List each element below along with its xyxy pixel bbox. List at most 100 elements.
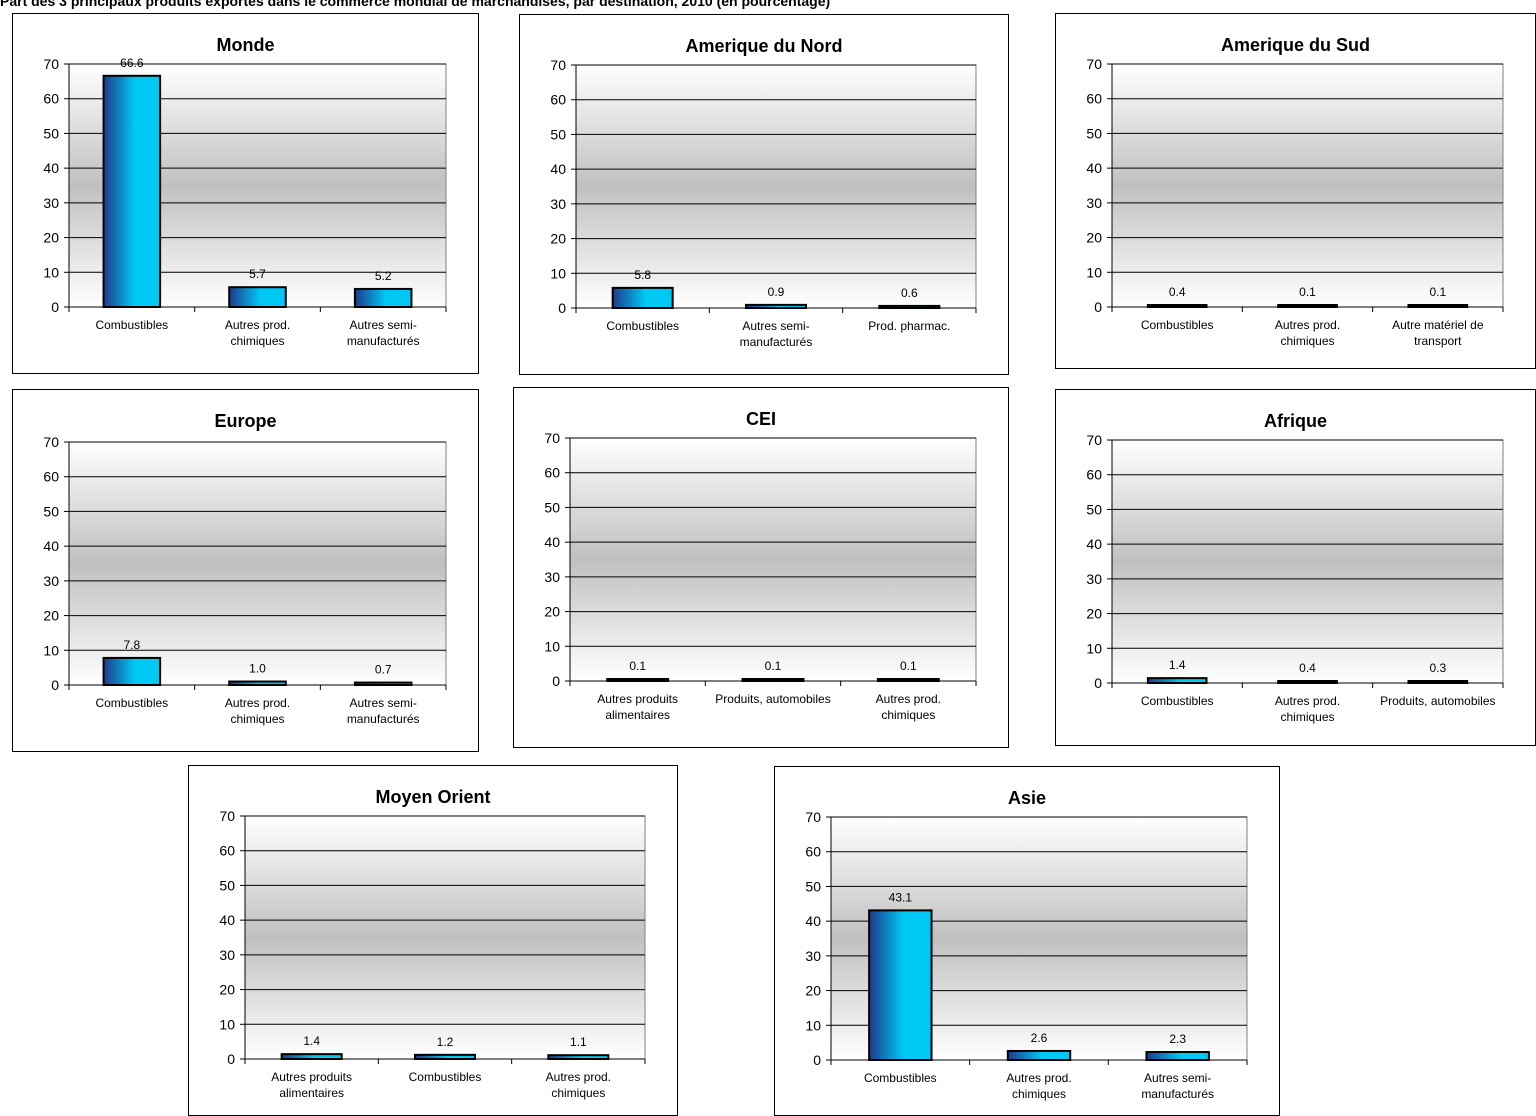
bar-produits-automobiles bbox=[1407, 680, 1469, 684]
data-label: 1.2 bbox=[437, 1035, 454, 1049]
data-label: 0.3 bbox=[1429, 661, 1446, 675]
y-tick-label: 20 bbox=[219, 982, 235, 998]
category-label: Autres produits bbox=[597, 692, 678, 706]
plot-area bbox=[1111, 439, 1504, 684]
chart-panel-asie: Asie 0 10 20 30 40 50 60 70 43.1 Combustibles 2.6 Au… bbox=[774, 766, 1280, 1116]
chart-svg: CEI 0 10 20 30 40 50 60 70 0.1 Autres produits alim… bbox=[544, 409, 977, 722]
category-label: Autres prod. bbox=[1275, 694, 1340, 708]
y-tick-label: 30 bbox=[544, 569, 560, 585]
y-tick-label: 70 bbox=[544, 430, 560, 446]
category-label: Autres prod. bbox=[225, 318, 290, 332]
bar-autres-prod-chimiques bbox=[228, 680, 287, 686]
category-label: Prod. pharmac. bbox=[868, 319, 950, 333]
y-tick-label: 30 bbox=[805, 948, 821, 964]
category-label: Autres prod. bbox=[1006, 1071, 1071, 1085]
category-label: Autres prod. bbox=[876, 692, 941, 706]
y-tick-label: 50 bbox=[544, 499, 560, 515]
y-tick-label: 40 bbox=[544, 534, 560, 550]
y-tick-label: 70 bbox=[43, 434, 59, 450]
y-tick-label: 40 bbox=[550, 161, 566, 177]
category-label: chimiques bbox=[1280, 710, 1334, 724]
y-tick-label: 40 bbox=[43, 538, 59, 554]
y-tick-label: 50 bbox=[43, 125, 59, 141]
y-tick-label: 50 bbox=[219, 877, 235, 893]
y-tick-label: 40 bbox=[1086, 536, 1102, 552]
y-tick-label: 0 bbox=[51, 677, 59, 693]
category-label: alimentaires bbox=[279, 1086, 344, 1100]
bar-combustibles bbox=[102, 656, 162, 686]
bar-produits-automobiles bbox=[741, 678, 805, 682]
category-label: manufacturés bbox=[740, 335, 813, 349]
bar-autres-semi-manufactur-s bbox=[353, 287, 413, 309]
chart-title: Monde bbox=[217, 35, 275, 55]
y-tick-label: 30 bbox=[43, 573, 59, 589]
category-label: Combustibles bbox=[95, 696, 168, 710]
y-tick-label: 10 bbox=[219, 1016, 235, 1032]
bar-autres-semi-manufactur-s bbox=[1145, 1051, 1210, 1062]
bar-autres-semi-manufactur-s bbox=[353, 681, 413, 687]
category-label: manufacturés bbox=[347, 334, 420, 348]
y-tick-label: 40 bbox=[219, 912, 235, 928]
y-tick-label: 0 bbox=[1094, 675, 1102, 691]
page-title: Part des 3 principaux produits exportés … bbox=[0, 0, 831, 9]
chart-title: Afrique bbox=[1264, 411, 1327, 431]
category-label: Produits, automobiles bbox=[715, 692, 830, 706]
chart-title: Amerique du Nord bbox=[685, 36, 842, 56]
y-tick-label: 60 bbox=[1086, 91, 1102, 107]
category-label: Combustibles bbox=[864, 1071, 937, 1085]
bar-autres-produits-alimentaires bbox=[280, 1053, 343, 1061]
category-label: Combustibles bbox=[1141, 694, 1214, 708]
data-label: 1.0 bbox=[249, 662, 266, 676]
data-label: 1.4 bbox=[1169, 658, 1186, 672]
category-label: Autres prod. bbox=[1275, 318, 1340, 332]
y-tick-label: 30 bbox=[43, 195, 59, 211]
y-tick-label: 30 bbox=[219, 947, 235, 963]
category-label: chimiques bbox=[551, 1086, 605, 1100]
chart-panel-amerique-du-sud: Amerique du Sud 0 10 20 30 40 50 60 70 0.4 Combust… bbox=[1055, 13, 1536, 369]
category-label: chimiques bbox=[230, 334, 284, 348]
category-label: Combustibles bbox=[95, 318, 168, 332]
category-label: chimiques bbox=[1012, 1087, 1066, 1101]
y-tick-label: 30 bbox=[1086, 195, 1102, 211]
y-tick-label: 70 bbox=[1086, 56, 1102, 72]
category-label: transport bbox=[1414, 334, 1462, 348]
y-tick-label: 0 bbox=[558, 300, 566, 316]
plot-area bbox=[1111, 63, 1504, 308]
chart-title: CEI bbox=[746, 409, 776, 429]
data-label: 5.8 bbox=[634, 268, 651, 282]
bar-autres-prod-chimiques bbox=[1277, 304, 1338, 308]
data-label: 2.6 bbox=[1031, 1031, 1048, 1045]
y-tick-label: 50 bbox=[43, 503, 59, 519]
data-label: 2.3 bbox=[1169, 1032, 1186, 1046]
data-label: 0.1 bbox=[629, 659, 646, 673]
y-tick-label: 70 bbox=[550, 57, 566, 73]
data-label: 1.1 bbox=[570, 1035, 587, 1049]
y-tick-label: 40 bbox=[43, 160, 59, 176]
y-tick-label: 60 bbox=[219, 843, 235, 859]
data-label: 43.1 bbox=[889, 890, 913, 904]
category-label: Autres semi- bbox=[349, 318, 416, 332]
y-tick-label: 0 bbox=[51, 299, 59, 315]
data-label: 0.7 bbox=[375, 663, 392, 677]
chart-panel-monde: Monde 0 10 20 30 40 50 60 70 66.6 Combustibles 5.7 A… bbox=[12, 13, 479, 374]
category-label: Combustibles bbox=[606, 319, 679, 333]
bar-autres-semi-manufactur-s bbox=[745, 303, 807, 309]
data-label: 0.4 bbox=[1169, 285, 1186, 299]
y-tick-label: 40 bbox=[1086, 160, 1102, 176]
chart-title: Moyen Orient bbox=[375, 787, 490, 807]
y-tick-label: 20 bbox=[544, 604, 560, 620]
y-tick-label: 10 bbox=[1086, 640, 1102, 656]
y-tick-label: 60 bbox=[550, 92, 566, 108]
bar-combustibles bbox=[1146, 304, 1208, 308]
category-label: chimiques bbox=[881, 708, 935, 722]
category-label: alimentaires bbox=[605, 708, 670, 722]
data-label: 7.8 bbox=[123, 638, 140, 652]
category-label: Produits, automobiles bbox=[1380, 694, 1495, 708]
y-tick-label: 10 bbox=[805, 1017, 821, 1033]
category-label: manufacturés bbox=[347, 712, 420, 726]
data-label: 0.6 bbox=[901, 286, 918, 300]
y-tick-label: 50 bbox=[550, 126, 566, 142]
bar-combustibles bbox=[868, 909, 933, 1061]
y-tick-label: 60 bbox=[1086, 467, 1102, 483]
y-tick-label: 0 bbox=[813, 1052, 821, 1068]
